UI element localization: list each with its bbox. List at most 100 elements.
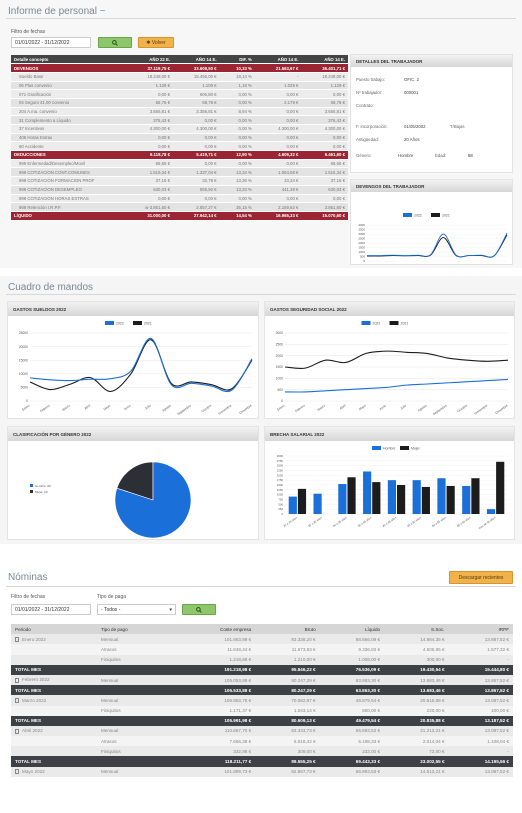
concepto-row: 204 A.ma. convenio 3.656,81 €3.356,81 €8,…: [11, 107, 348, 117]
tipo-paga-select[interactable]: - Todos - ▾: [97, 604, 176, 615]
concepto-value: 27.942,14 €: [173, 211, 220, 221]
concepto-value: 5.419,71 €: [173, 150, 220, 160]
document-icon[interactable]: [15, 769, 19, 775]
nomina-value: 15.444,80 €: [448, 664, 513, 675]
nominas-search-button[interactable]: [182, 604, 216, 615]
volver-button[interactable]: ✱ Volver: [138, 37, 174, 48]
nominas-header-row: Periodo Tipo de pago Coste empresa Bruto…: [11, 624, 513, 635]
concepto-name: 204 A.ma. convenio: [11, 107, 123, 117]
x-tick-label: Septiembre: [176, 403, 192, 416]
cell-text: 68.866,09 €: [355, 636, 381, 642]
bar-hombre: [387, 480, 397, 514]
nomina-value: [97, 664, 177, 675]
cell-text: 105.991,98 €: [224, 718, 252, 724]
concepto-value: 4.300,00 €: [254, 124, 302, 134]
nomina-row[interactable]: Abril 2022 Mensual 110.687,70 € 83.333,73 €…: [11, 725, 513, 737]
cell-text: 1.008,00 €: [358, 657, 381, 663]
y-tick-label: 750: [278, 498, 283, 502]
nomina-value: 70.082,97 €: [255, 695, 320, 706]
concepto-value: w-3.861,60 €: [123, 202, 174, 212]
document-icon[interactable]: [15, 636, 19, 642]
descargar-button[interactable]: Descargar recientes: [449, 571, 513, 584]
x-tick-label: 30 a 35 años: [332, 515, 348, 528]
concepto-value: 4.609,32 €: [254, 150, 302, 160]
x-tick-label: 55 a 60 años: [456, 515, 472, 528]
tipo-paga-label: Tipo de paga: [97, 594, 127, 600]
legend-label: Mujer: 20: [35, 490, 48, 494]
cell-text: 69.443,33 €: [355, 759, 381, 765]
nomina-row[interactable]: Finiquitos 1.218,88 € 1.210,00 € 1.008,00 €…: [11, 654, 513, 665]
nomina-row[interactable]: Febrero 2022 Mensual 105.053,88 € 80.247,29…: [11, 674, 513, 686]
y-tick-label: 3500: [358, 228, 365, 232]
concepto-value: 37,16 €: [123, 176, 174, 186]
cell-text: 13.683,46 €: [420, 677, 445, 683]
genero-chart: Hombre: 80 Mujer: 20: [30, 461, 192, 539]
nomina-row[interactable]: Atrasos 7.656,38 € 6.618,42 € 5.198,33 € 2.0…: [11, 736, 513, 747]
concepto-value: 4.300,00 €: [173, 124, 220, 134]
nomina-row[interactable]: Mayo 2022 Mensual 101.889,73 € 82.887,73 € 6…: [11, 766, 513, 777]
nomina-value: 63.863,30 €: [319, 685, 385, 696]
concepto-value: 0,00 %: [219, 115, 255, 125]
cell-text: 191.218,98 €: [224, 667, 252, 673]
legend-label: 2022: [414, 214, 422, 218]
nomina-value: 14.984,35 €: [384, 634, 449, 645]
concepto-name: 04 Seguro 41,00 convenio: [11, 98, 123, 108]
y-tick-label: 10000: [19, 372, 28, 376]
nomina-row[interactable]: Finiquitos 1.171,37 € 1.043,14 € 800,00 € 22…: [11, 705, 513, 716]
informe-date-input[interactable]: 01/01/2022 - 31/12/2022: [11, 37, 91, 48]
nomina-value: 100,00 €: [448, 705, 513, 716]
nomina-row[interactable]: Finiquitos 332,98 € 309,00 € 232,00 € 73,00 …: [11, 746, 513, 757]
y-tick-label: 3000: [277, 454, 284, 458]
informe-search-button[interactable]: [98, 37, 132, 48]
concepto-value: 441,38 €: [254, 185, 302, 195]
nomina-value: 13.887,52 €: [448, 634, 513, 645]
cell-text: Finiquitos: [101, 657, 121, 663]
nominas-date-input[interactable]: 01/01/2022 - 31/12/2022: [11, 604, 91, 615]
y-tick-label: 500: [360, 255, 365, 259]
series-line-2022: [284, 378, 509, 393]
concepto-value: 1.029 €: [254, 81, 302, 91]
bar-hombre: [412, 480, 421, 514]
bar-hombre: [437, 478, 446, 514]
col-header: Tipo de pago: [97, 624, 177, 635]
concepto-row: 405 Horas Extras 0,00 €0,00 €0,00 % 0,00 €…: [11, 133, 348, 143]
genero-card: CLASIFICACIÓN POR GÉNERO 2022 Hombre: 80…: [7, 426, 259, 540]
cell-text: 100,00 €: [491, 708, 509, 714]
nomina-value: 95.846,22 €: [255, 664, 320, 675]
bar-hombre: [363, 471, 372, 514]
document-icon[interactable]: [15, 698, 19, 704]
sueldos-card: GASTOS SUELDOS 2022 2022 2021 25000 20000 15…: [7, 301, 259, 419]
cell-text: 83.338,20 €: [291, 636, 316, 642]
nomina-value: 13.087,52 €: [448, 725, 513, 737]
y-tick-label: 250: [278, 507, 283, 511]
legend-swatch: [389, 321, 399, 325]
col-header: Detalle concepto: [11, 55, 123, 65]
nomina-value: 4.505,95 €: [384, 644, 449, 655]
series-line-2021: [284, 350, 509, 370]
brecha-chart: Hombre Mujer30002750250022502000175015001…: [277, 446, 508, 530]
cell-text: -: [507, 748, 509, 754]
document-icon[interactable]: [15, 728, 19, 734]
concepto-row: Sueldo Base 18.248,00 €15.456,00 €18,14 %…: [11, 72, 348, 82]
cell-text: 73,00 €: [429, 748, 445, 754]
trabajador-field-value: OFIC. 2: [404, 77, 420, 82]
nomina-value: 13.683,46 €: [384, 674, 449, 686]
cell-text: 89.555,25 €: [291, 759, 316, 765]
bar-hombre: [313, 493, 322, 514]
nomina-value: 800,00 €: [319, 705, 385, 716]
nomina-value: 105.053,88 €: [177, 674, 256, 686]
y-tick-label: 15000: [19, 358, 28, 362]
concepto-value: 0,00 €: [254, 141, 302, 152]
col-header: Coste empresa: [177, 624, 256, 635]
legend-swatch: [30, 490, 33, 493]
concepto-value: 376,43 €: [301, 115, 348, 125]
y-tick-label: 2000: [358, 241, 365, 245]
bar-mujer: [496, 461, 505, 514]
document-icon[interactable]: [15, 677, 19, 683]
cell-text: 220,00 €: [426, 708, 445, 714]
legend-label: 2022: [373, 322, 381, 326]
nomina-row[interactable]: Enero 2022 Mensual 101.863,98 € 83.338,20 €…: [11, 634, 513, 645]
nomina-row[interactable]: Atrasos 11.848,44 € 11.673,93 € 9.336,83 € 4…: [11, 644, 513, 655]
nomina-row[interactable]: Marzo 2022 Mensual 106.883,78 € 70.082,97 €…: [11, 695, 513, 706]
